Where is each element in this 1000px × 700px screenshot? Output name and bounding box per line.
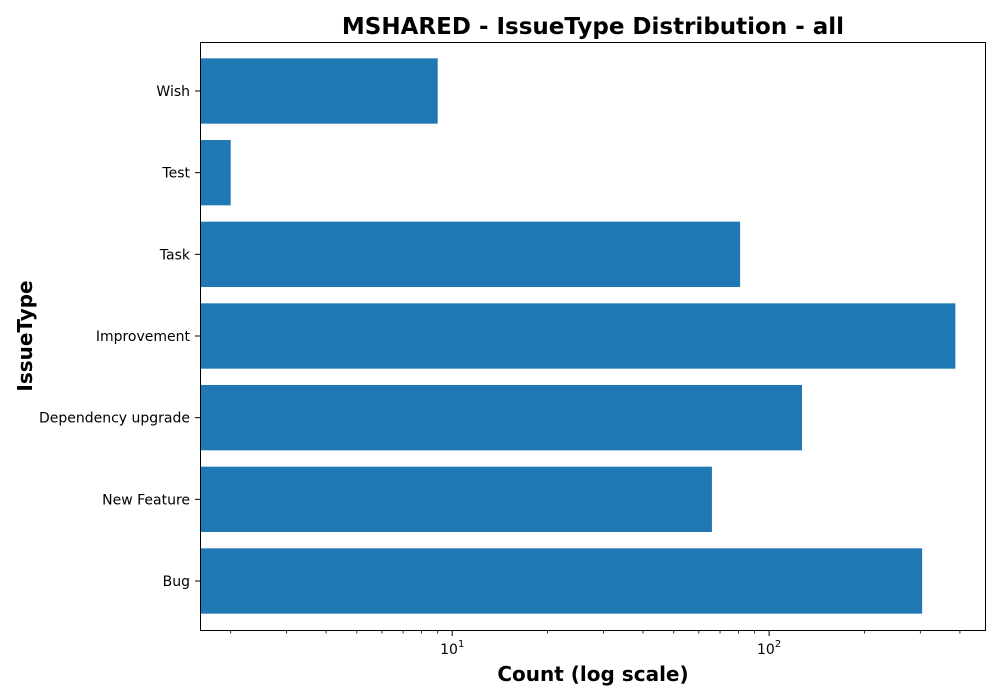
bar-dependency-upgrade — [200, 385, 803, 451]
x-tick-exponent: 2 — [775, 639, 781, 650]
bar-wish — [200, 58, 438, 124]
y-tick-label-new-feature: New Feature — [102, 492, 190, 508]
bar-new-feature — [200, 466, 712, 532]
plot-frame — [200, 42, 986, 631]
y-tick-label-test: Test — [161, 166, 190, 182]
x-tick-exponent: 1 — [458, 639, 464, 650]
x-tick-label: 102 — [757, 639, 781, 658]
bar-test — [200, 140, 231, 206]
chart-title: MSHARED - IssueType Distribution - all — [342, 14, 844, 40]
y-tick-label-improvement: Improvement — [96, 329, 191, 345]
x-tick-base: 10 — [440, 642, 458, 658]
y-tick-label-dependency-upgrade: Dependency upgrade — [39, 411, 190, 427]
x-axis-label: Count (log scale) — [497, 662, 688, 686]
x-tick-label: 101 — [440, 639, 464, 658]
bar-improvement — [200, 303, 956, 369]
x-axis-ticks: 101 102 — [230, 630, 961, 658]
bar-bug — [200, 548, 923, 614]
bar-task — [200, 221, 741, 287]
y-tick-label-wish: Wish — [156, 84, 190, 100]
y-tick-label-task: Task — [159, 247, 191, 263]
y-axis-label: IssueType — [13, 280, 37, 391]
y-axis-ticks: Bug New Feature Dependency upgrade Improvem… — [39, 84, 200, 590]
x-tick-base: 10 — [757, 642, 775, 658]
bars-group — [200, 58, 956, 614]
y-tick-label-bug: Bug — [163, 574, 190, 590]
